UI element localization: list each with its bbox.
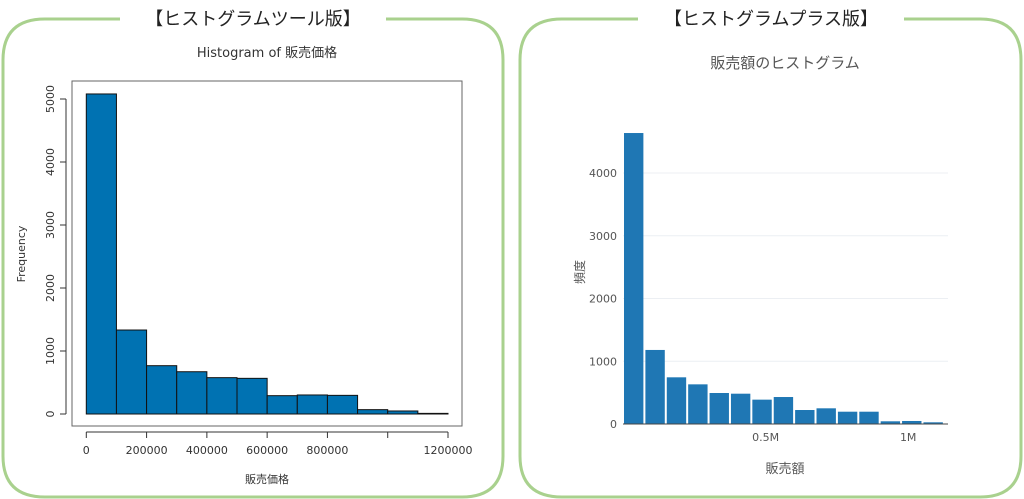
right-y-tick-label: 1000 bbox=[589, 355, 617, 368]
left-bar-8 bbox=[326, 394, 359, 415]
left-bar-6 bbox=[266, 395, 298, 415]
left-y-tick-label: 3000 bbox=[44, 211, 57, 239]
right-bar-4[interactable] bbox=[709, 393, 729, 424]
right-bar-5[interactable] bbox=[730, 393, 751, 424]
right-panel-frame bbox=[518, 17, 1023, 499]
right-y-axis-label: 頻度 bbox=[572, 260, 587, 284]
left-bar-7 bbox=[296, 394, 328, 415]
right-bar-13[interactable] bbox=[902, 420, 922, 424]
left-x-tick-label: 200000 bbox=[126, 444, 168, 457]
right-bar-10[interactable] bbox=[837, 411, 858, 424]
right-chart-title: 販売額のヒストグラム bbox=[710, 54, 860, 72]
right-panel: 【ヒストグラムプラス版】 bbox=[518, 9, 1023, 499]
left-bar-9 bbox=[357, 409, 389, 415]
left-x-tick-label: 1200000 bbox=[424, 444, 473, 457]
left-panel: 【ヒストグラムツール版】 bbox=[1, 9, 505, 499]
right-bar-2[interactable] bbox=[666, 377, 687, 424]
right-bar-8[interactable] bbox=[795, 410, 815, 424]
left-bar-5 bbox=[236, 377, 268, 415]
right-bar-0[interactable] bbox=[624, 133, 644, 424]
right-bar-7[interactable] bbox=[773, 397, 794, 424]
left-x-tick-label: 800000 bbox=[306, 444, 348, 457]
left-x-axis-label: 販売価格 bbox=[245, 472, 289, 486]
right-bar-6[interactable] bbox=[752, 399, 772, 424]
right-x-axis-label: 販売額 bbox=[765, 461, 804, 477]
right-bar-9[interactable] bbox=[816, 408, 836, 424]
right-y-tick-label: 3000 bbox=[589, 230, 617, 243]
left-y-tick-label: 1000 bbox=[44, 337, 57, 365]
right-x-tick-label: 1M bbox=[900, 431, 917, 444]
left-panel-frame bbox=[1, 17, 505, 499]
right-y-tick-label: 4000 bbox=[589, 167, 617, 180]
left-y-tick-label: 0 bbox=[44, 411, 57, 418]
left-y-axis-label: Frequency bbox=[15, 225, 28, 282]
left-bar-11 bbox=[417, 412, 449, 415]
right-x-tick-label: 0.5M bbox=[752, 431, 779, 444]
left-bar-10 bbox=[387, 410, 419, 415]
left-panel-heading: 【ヒストグラムツール版】 bbox=[145, 9, 360, 30]
left-y-tick-label: 4000 bbox=[44, 148, 57, 176]
right-bar-1[interactable] bbox=[645, 349, 665, 424]
right-panel-heading: 【ヒストグラムプラス版】 bbox=[664, 9, 878, 30]
left-y-tick-label: 5000 bbox=[44, 85, 57, 113]
left-bar-2 bbox=[146, 365, 178, 415]
right-bar-3[interactable] bbox=[688, 384, 708, 424]
left-chart-title: Histogram of 販売価格 bbox=[197, 45, 337, 61]
left-bar-4 bbox=[206, 377, 238, 415]
right-y-tick-label: 2000 bbox=[589, 293, 617, 306]
left-bar-0 bbox=[85, 93, 117, 415]
left-y-tick-label: 2000 bbox=[44, 274, 57, 302]
right-bar-12[interactable] bbox=[880, 421, 901, 424]
left-x-tick-label: 0 bbox=[83, 444, 90, 457]
right-bar-11[interactable] bbox=[859, 411, 879, 424]
left-bar-3 bbox=[176, 371, 208, 415]
right-y-tick-label: 0 bbox=[610, 418, 617, 431]
right-bar-14[interactable] bbox=[923, 422, 943, 424]
left-plot-frame bbox=[71, 80, 463, 427]
left-histogram: Histogram of 販売価格 販売価格 Frequency 0 200000… bbox=[15, 45, 473, 486]
left-bar-1 bbox=[115, 329, 148, 415]
left-x-tick-label: 600000 bbox=[246, 444, 288, 457]
left-x-tick-label: 400000 bbox=[186, 444, 228, 457]
